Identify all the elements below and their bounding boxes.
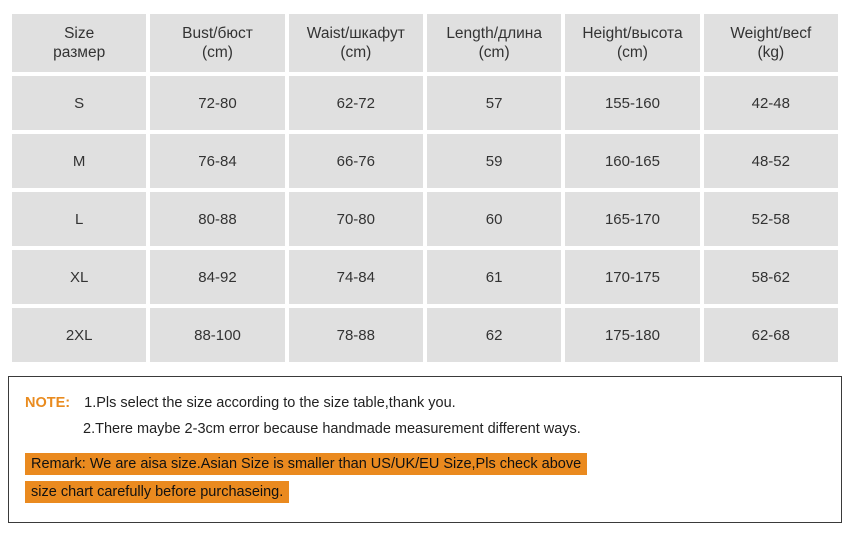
cell-length: 59: [427, 134, 561, 188]
table-body: S 72-80 62-72 57 155-160 42-48 M 76-84 6…: [12, 76, 838, 362]
remark-block: Remark: We are aisa size.Asian Size is s…: [25, 451, 825, 506]
note-text-2: 2.There maybe 2-3cm error because handma…: [83, 421, 581, 437]
cell-height: 165-170: [565, 192, 699, 246]
cell-weight: 48-52: [704, 134, 838, 188]
note-line-1: NOTE: 1.Pls select the size according to…: [25, 395, 825, 411]
cell-bust: 80-88: [150, 192, 284, 246]
col-header-line1: Length/длина: [446, 25, 542, 42]
col-header-line1: Bust/бюст: [182, 25, 253, 42]
cell-waist: 74-84: [289, 250, 423, 304]
cell-length: 60: [427, 192, 561, 246]
cell-length: 61: [427, 250, 561, 304]
col-header-size: Size размер: [12, 14, 146, 72]
cell-waist: 78-88: [289, 308, 423, 362]
col-header-line1: Height/высота: [582, 25, 682, 42]
note-box: NOTE: 1.Pls select the size according to…: [8, 376, 842, 523]
table-row: XL 84-92 74-84 61 170-175 58-62: [12, 250, 838, 304]
col-header-line1: Weight/весf: [730, 25, 811, 42]
col-header-bust: Bust/бюст (cm): [150, 14, 284, 72]
table-row: S 72-80 62-72 57 155-160 42-48: [12, 76, 838, 130]
col-header-line2: (kg): [757, 44, 784, 61]
col-header-length: Length/длина (cm): [427, 14, 561, 72]
cell-weight: 62-68: [704, 308, 838, 362]
cell-bust: 88-100: [150, 308, 284, 362]
col-header-line2: (cm): [479, 44, 510, 61]
cell-height: 175-180: [565, 308, 699, 362]
size-chart-table: Size размер Bust/бюст (cm) Waist/шкафут …: [8, 10, 842, 366]
col-header-line2: (cm): [202, 44, 233, 61]
remark-line-2: size chart carefully before purchaseing.: [25, 481, 289, 503]
col-header-line2: размер: [53, 44, 105, 61]
cell-size: XL: [12, 250, 146, 304]
col-header-line2: (cm): [617, 44, 648, 61]
col-header-line2: (cm): [340, 44, 371, 61]
cell-height: 170-175: [565, 250, 699, 304]
col-header-weight: Weight/весf (kg): [704, 14, 838, 72]
cell-waist: 70-80: [289, 192, 423, 246]
cell-length: 62: [427, 308, 561, 362]
col-header-waist: Waist/шкафут (cm): [289, 14, 423, 72]
cell-height: 160-165: [565, 134, 699, 188]
cell-height: 155-160: [565, 76, 699, 130]
remark-line-1: Remark: We are aisa size.Asian Size is s…: [25, 453, 587, 475]
table-row: L 80-88 70-80 60 165-170 52-58: [12, 192, 838, 246]
cell-size: M: [12, 134, 146, 188]
col-header-line1: Size: [64, 25, 94, 42]
note-label: NOTE:: [25, 395, 70, 411]
cell-size: 2XL: [12, 308, 146, 362]
cell-bust: 84-92: [150, 250, 284, 304]
cell-weight: 52-58: [704, 192, 838, 246]
table-row: M 76-84 66-76 59 160-165 48-52: [12, 134, 838, 188]
cell-bust: 72-80: [150, 76, 284, 130]
cell-waist: 62-72: [289, 76, 423, 130]
table-header: Size размер Bust/бюст (cm) Waist/шкафут …: [12, 14, 838, 72]
table-row: 2XL 88-100 78-88 62 175-180 62-68: [12, 308, 838, 362]
cell-weight: 42-48: [704, 76, 838, 130]
cell-size: L: [12, 192, 146, 246]
cell-bust: 76-84: [150, 134, 284, 188]
cell-size: S: [12, 76, 146, 130]
cell-length: 57: [427, 76, 561, 130]
note-text-1: 1.Pls select the size according to the s…: [84, 395, 456, 411]
cell-weight: 58-62: [704, 250, 838, 304]
col-header-line1: Waist/шкафут: [307, 25, 405, 42]
cell-waist: 66-76: [289, 134, 423, 188]
note-line-2: 2.There maybe 2-3cm error because handma…: [25, 421, 825, 437]
col-header-height: Height/высота (cm): [565, 14, 699, 72]
